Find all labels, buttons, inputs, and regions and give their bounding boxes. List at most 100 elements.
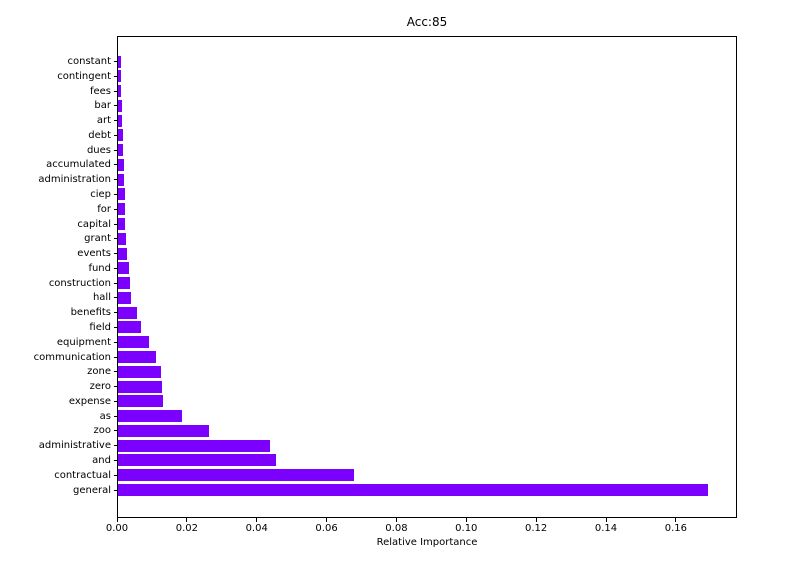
bar-and — [118, 454, 276, 467]
y-tick-label-capital: capital — [77, 218, 111, 230]
bar-zero — [118, 380, 162, 393]
y-tick-label-for: for — [97, 203, 111, 215]
y-tick-mark — [113, 75, 117, 77]
bar-hall — [118, 291, 131, 304]
y-tick-label-art: art — [96, 115, 111, 127]
x-tick-mark — [186, 518, 188, 522]
y-tick-mark — [113, 120, 117, 122]
y-tick-label-fees: fees — [89, 85, 111, 97]
y-tick-label-constant: constant — [67, 56, 111, 67]
y-tick-mark — [113, 208, 117, 210]
bar-as — [118, 410, 182, 423]
y-tick-label-communication: communication — [33, 351, 111, 363]
y-tick-label-field: field — [89, 321, 111, 333]
bar-construction — [118, 277, 131, 290]
bar-grant — [118, 232, 127, 245]
x-tick-label: 0.06 — [315, 523, 338, 534]
y-tick-mark — [113, 386, 117, 388]
y-tick-label-zone: zone — [87, 366, 111, 378]
bar-debt — [118, 129, 123, 142]
x-tick-label: 0.14 — [594, 523, 618, 534]
x-tick-mark — [326, 518, 328, 522]
x-tick-label: 0.02 — [175, 523, 198, 534]
y-tick-mark — [113, 193, 117, 195]
bar-constant — [118, 55, 121, 68]
y-tick-label-contingent: contingent — [57, 70, 111, 82]
y-tick-label-benefits: benefits — [70, 307, 111, 319]
bar-fees — [118, 85, 122, 98]
x-tick-mark — [535, 518, 537, 522]
bar-field — [118, 321, 142, 334]
y-tick-mark — [113, 297, 117, 299]
y-tick-label-equipment: equipment — [56, 336, 111, 348]
x-tick-mark — [675, 518, 677, 522]
y-tick-mark — [113, 341, 117, 343]
bar-contingent — [118, 70, 122, 83]
bar-events — [118, 247, 128, 260]
x-tick-label: 0.08 — [385, 523, 408, 534]
y-tick-label-ciep: ciep — [90, 188, 111, 200]
y-tick-label-expense: expense — [68, 395, 111, 407]
y-tick-mark — [113, 445, 117, 447]
y-tick-label-as: as — [99, 410, 111, 422]
y-tick-label-dues: dues — [86, 144, 111, 156]
y-tick-mark — [113, 149, 117, 151]
y-tick-mark — [113, 253, 117, 255]
bar-general — [118, 484, 709, 496]
bar-contractual — [118, 469, 355, 482]
y-tick-mark — [113, 356, 117, 358]
x-tick-label: 0.10 — [455, 523, 478, 534]
y-tick-mark — [113, 134, 117, 136]
y-tick-label-fund: fund — [88, 262, 111, 274]
x-tick-label: 0.00 — [105, 523, 129, 534]
plot-area — [117, 36, 737, 518]
y-tick-label-contractual: contractual — [54, 469, 111, 481]
x-tick-mark — [256, 518, 258, 522]
y-tick-mark — [113, 415, 117, 417]
bar-communication — [118, 351, 156, 364]
y-tick-label-and: and — [92, 454, 111, 466]
y-tick-mark — [113, 61, 117, 62]
y-tick-mark — [113, 430, 117, 432]
x-tick-mark — [395, 518, 397, 522]
y-tick-mark — [113, 474, 117, 476]
y-tick-mark — [113, 179, 117, 181]
y-tick-label-zoo: zoo — [93, 425, 112, 437]
y-tick-mark — [113, 238, 117, 240]
bar-zoo — [118, 424, 209, 437]
y-tick-mark — [113, 282, 117, 284]
bar-art — [118, 114, 123, 127]
y-tick-label-debt: debt — [88, 129, 111, 141]
bar-administration — [118, 173, 124, 186]
chart-title: Acc:85 — [406, 15, 448, 29]
bar-for — [118, 203, 125, 216]
y-tick-label-grant: grant — [84, 233, 111, 245]
bar-fund — [118, 262, 129, 275]
y-tick-mark — [113, 312, 117, 314]
bar-zone — [118, 365, 161, 378]
bar-administrative — [118, 439, 270, 452]
y-tick-mark — [113, 400, 117, 402]
y-tick-mark — [113, 371, 117, 373]
x-tick-mark — [116, 518, 118, 522]
y-tick-label-hall: hall — [92, 292, 111, 304]
y-tick-label-zero: zero — [89, 381, 111, 393]
bar-accumulated — [118, 158, 124, 171]
x-tick-label: 0.12 — [525, 523, 548, 534]
y-tick-mark — [113, 105, 117, 107]
x-axis-label: Relative Importance — [376, 537, 478, 548]
y-tick-label-administrative: administrative — [38, 440, 111, 452]
y-tick-mark — [113, 326, 117, 328]
bar-ciep — [118, 188, 125, 201]
y-tick-mark — [113, 489, 117, 491]
bar-bar — [118, 99, 122, 112]
x-tick-mark — [465, 518, 467, 522]
y-tick-label-events: events — [77, 248, 111, 260]
y-tick-mark — [113, 459, 117, 461]
y-tick-label-accumulated: accumulated — [46, 159, 111, 171]
y-tick-label-general: general — [72, 484, 111, 496]
bar-benefits — [118, 306, 137, 319]
y-tick-mark — [113, 164, 117, 166]
bar-expense — [118, 395, 164, 408]
